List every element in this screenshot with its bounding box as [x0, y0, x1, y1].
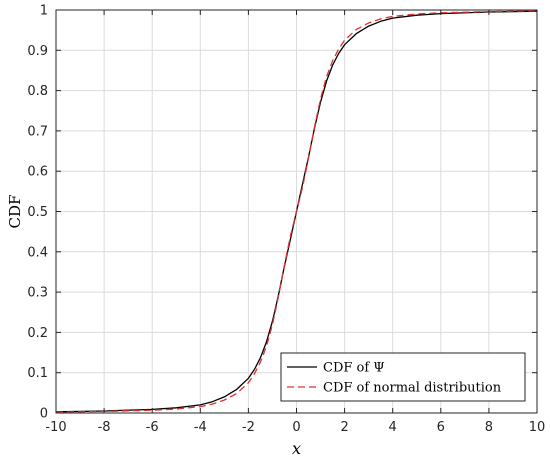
legend: CDF of Ψ CDF of normal distribution	[280, 352, 526, 402]
y-tick-label: 0.9	[27, 44, 48, 59]
x-tick-label: -10	[45, 420, 66, 435]
x-tick-label: -2	[242, 420, 255, 435]
y-axis-label: CDF	[6, 195, 24, 229]
x-tick-label: 0	[292, 420, 300, 435]
y-tick-label: 0.7	[27, 124, 48, 139]
y-tick-label: 1	[40, 4, 48, 19]
x-tick-label: -4	[194, 420, 207, 435]
legend-box	[280, 352, 526, 402]
y-tick-label: 0.5	[27, 205, 48, 220]
x-tick-label: 6	[437, 420, 445, 435]
x-axis-ticks: -10 -8 -6 -4 -2 0 2 4 6 8 10	[45, 10, 545, 435]
y-axis-ticks: 0 0.1 0.2 0.3 0.4 0.5 0.6 0.7 0.8 0.9 1	[27, 4, 537, 422]
y-tick-label: 0.3	[27, 286, 48, 301]
x-tick-label: 2	[340, 420, 348, 435]
y-tick-label: 0.6	[27, 165, 48, 180]
y-tick-label: 0	[40, 407, 48, 422]
x-tick-label: 8	[485, 420, 493, 435]
y-tick-label: 0.4	[27, 245, 48, 260]
x-tick-label: -6	[146, 420, 159, 435]
x-axis-label: x	[292, 439, 301, 458]
x-tick-label: -8	[98, 420, 111, 435]
x-tick-label: 4	[389, 420, 397, 435]
y-tick-label: 0.1	[27, 366, 48, 381]
x-tick-label: 10	[529, 420, 546, 435]
series-layer	[55, 10, 538, 413]
legend-label-cdf-psi: CDF of Ψ	[323, 361, 385, 376]
y-tick-label: 0.2	[27, 326, 48, 341]
y-tick-label: 0.8	[27, 84, 48, 99]
series-line-1	[55, 10, 538, 413]
legend-label-normal: CDF of normal distribution	[323, 381, 502, 396]
